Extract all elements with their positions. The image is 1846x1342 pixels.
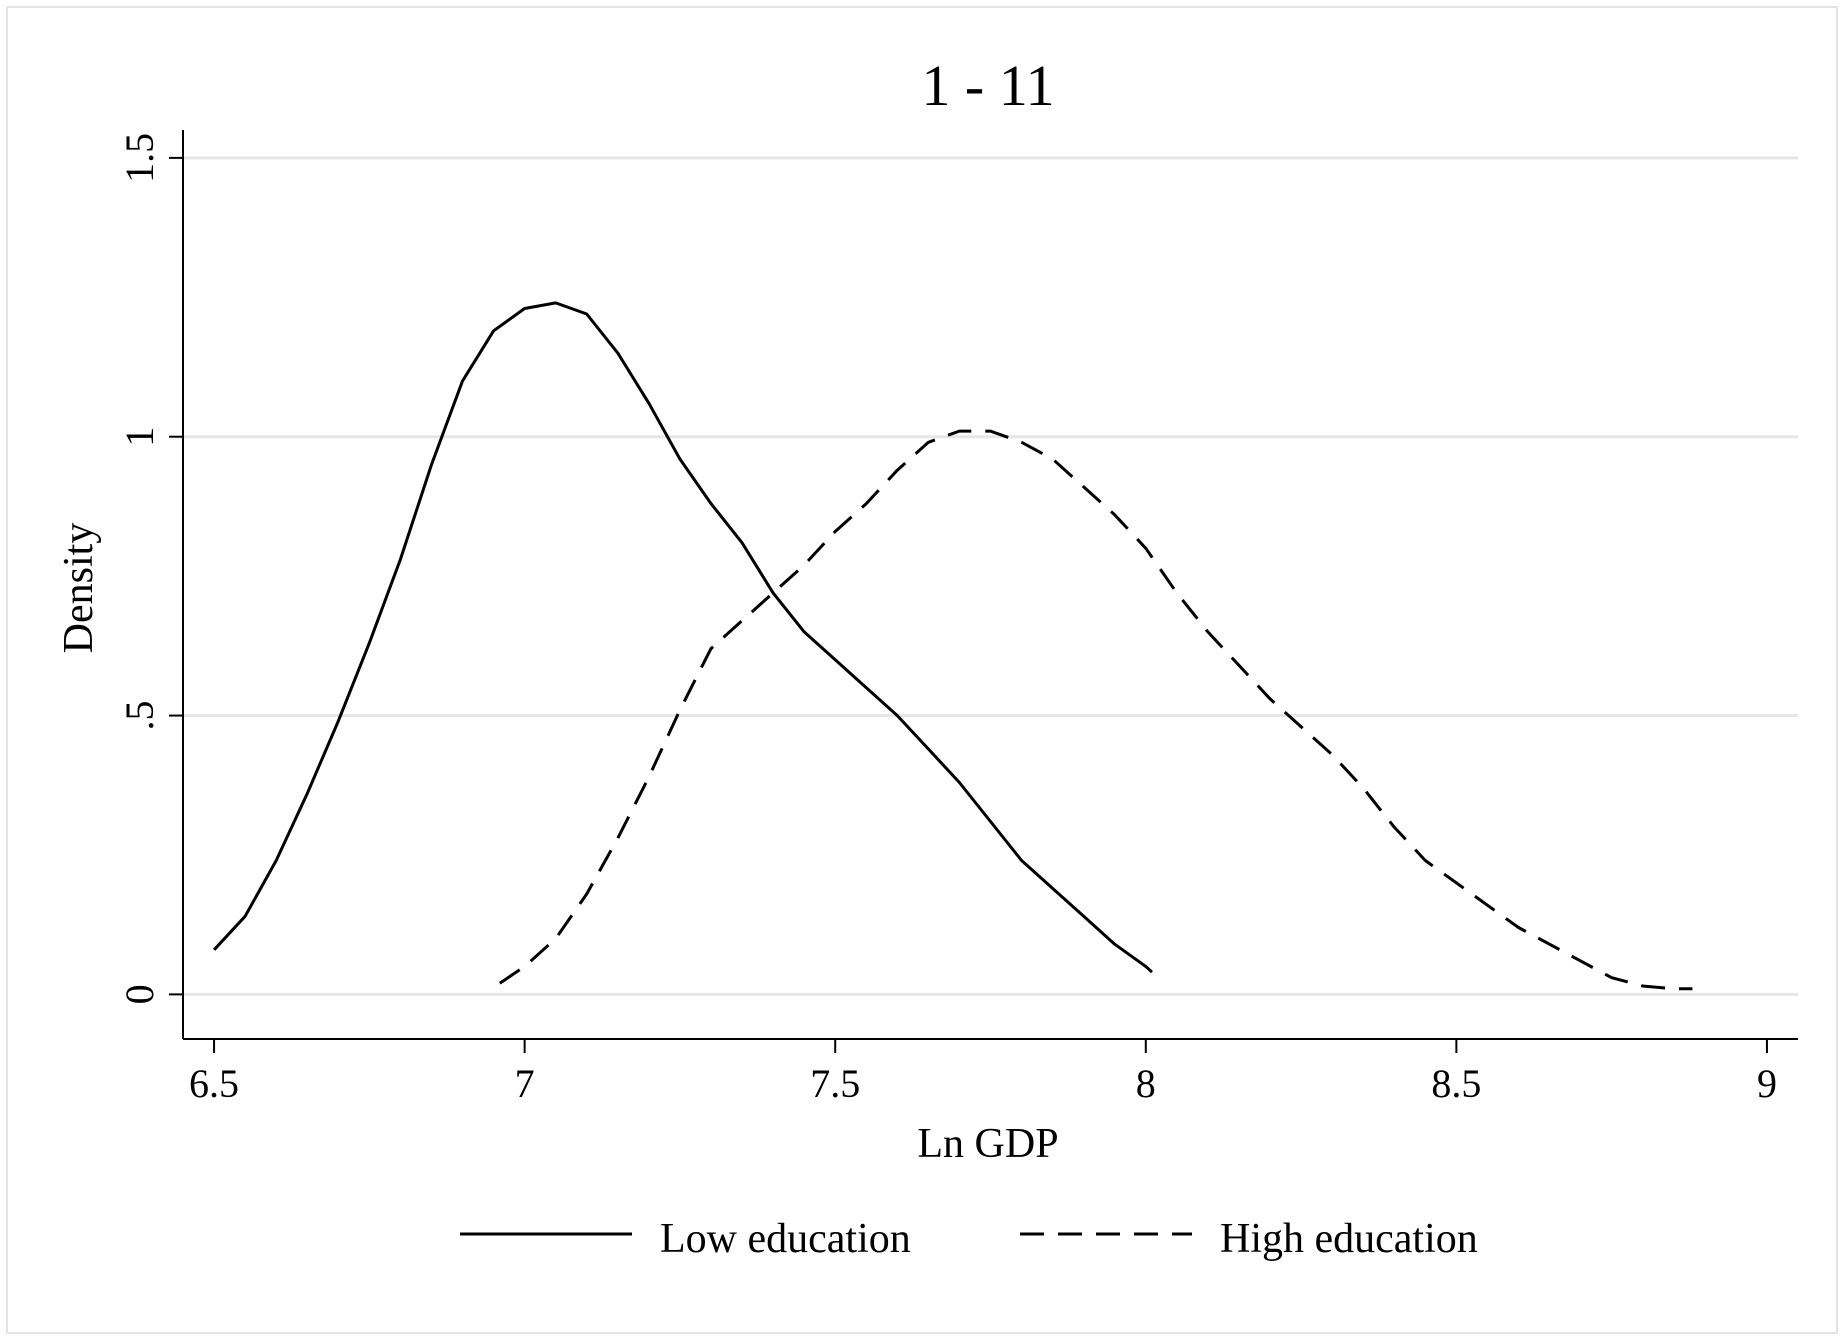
x-tick-label-3: 8	[1136, 1061, 1156, 1106]
y-axis-title: Density	[56, 523, 102, 654]
x-axis-title: Ln GDP	[917, 1121, 1058, 1167]
series-group	[212, 301, 1693, 991]
chart-title: 1 - 11	[921, 53, 1054, 118]
x-axis-ticks: 6.5 7 7.5 8 8.5 9	[189, 1039, 1777, 1106]
x-tick-label-1: 7	[515, 1061, 535, 1106]
x-tick-label-0: 6.5	[189, 1061, 239, 1106]
x-tick-label-2: 7.5	[810, 1061, 860, 1106]
y-tick-label-2: 1	[117, 427, 162, 447]
y-tick-label-0: 0	[117, 984, 162, 1004]
x-tick-label-5: 9	[1757, 1061, 1777, 1106]
y-tick-label-1: .5	[117, 701, 162, 731]
x-tick-label-4: 8.5	[1431, 1061, 1481, 1106]
legend: Low education High education	[460, 1216, 1478, 1262]
legend-label-low-education: Low education	[660, 1216, 911, 1262]
grid-lines	[183, 156, 1798, 996]
series-line-low-education	[212, 301, 1154, 974]
y-axis-ticks: 0 .5 1 1.5	[117, 133, 183, 1004]
chart-frame	[6, 6, 1838, 1334]
y-tick-label-3: 1.5	[117, 133, 162, 183]
axes	[182, 130, 1798, 1040]
series-line-high-education	[498, 429, 1693, 991]
legend-label-high-education: High education	[1220, 1216, 1478, 1262]
